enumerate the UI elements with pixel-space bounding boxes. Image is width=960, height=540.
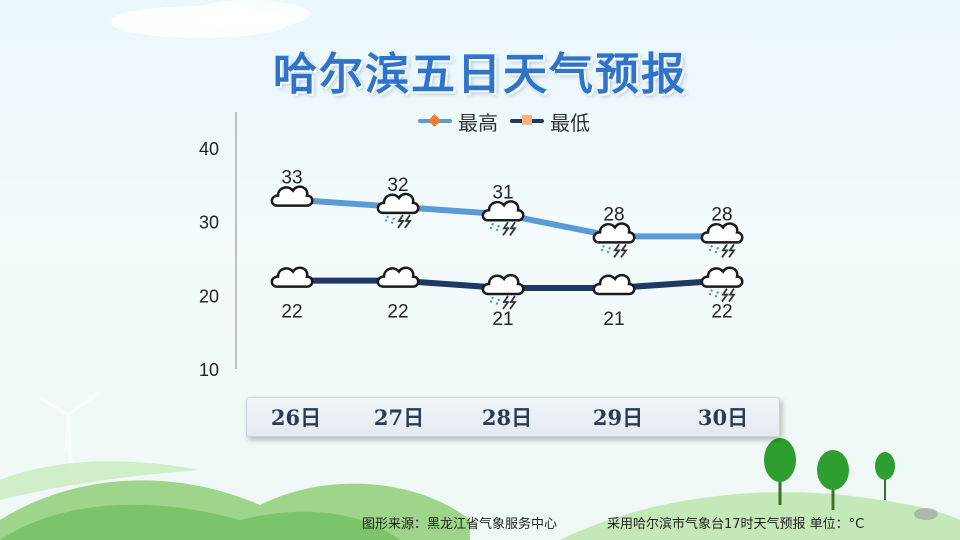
x-tick-label: 30日	[697, 405, 749, 430]
thunderstorm-icon	[481, 273, 525, 310]
y-tick-label: 40	[199, 139, 219, 159]
data-label-low: 22	[281, 302, 302, 323]
data-label-high: 33	[281, 168, 302, 189]
legend-marker-high	[428, 114, 441, 127]
thunderstorm-icon	[481, 200, 525, 236]
data-label-low: 21	[492, 309, 513, 330]
thunderstorm-icon	[376, 192, 420, 229]
page-title: 哈尔滨五日天气预报	[273, 49, 687, 100]
data-label-low: 22	[387, 302, 408, 323]
data-label-high: 31	[492, 182, 513, 203]
x-tick-label: 26日	[270, 405, 322, 430]
legend-item-low: 最低	[510, 107, 590, 136]
cloudy-icon	[270, 266, 314, 288]
y-tick-label: 30	[199, 213, 219, 233]
chart-legend: 最高 最低	[418, 107, 590, 136]
data-label-low: 22	[711, 302, 732, 323]
thunderstorm-icon	[700, 222, 744, 258]
data-label-high: 32	[387, 175, 408, 196]
cloudy-icon	[376, 266, 420, 288]
legend-line-high	[418, 114, 452, 127]
legend-label-low: 最低	[550, 110, 590, 135]
data-label-low: 21	[603, 309, 624, 330]
footer-source: 图形来源：黑龙江省气象服务中心	[362, 517, 558, 532]
thunderstorm-icon	[592, 222, 636, 258]
thunderstorm-icon	[700, 266, 744, 303]
data-label-high: 28	[711, 204, 732, 225]
legend-marker-low	[522, 115, 532, 125]
footer-note: 采用哈尔滨市气象台17时天气预报 单位：°C	[607, 517, 865, 532]
legend-label-high: 最高	[458, 110, 498, 135]
y-tick-label: 20	[199, 286, 219, 306]
legend-item-high: 最高	[418, 107, 498, 136]
legend-line-low	[510, 115, 544, 125]
cloudy-icon	[270, 185, 314, 207]
date-axis-bar: 26日 27日 28日 29日 30日	[246, 397, 780, 437]
x-tick-label: 27日	[373, 405, 425, 430]
temperature-chart: 10 20 30 40 33 32 31 28 28 22 22 21 21 22	[199, 112, 744, 380]
tree-icon	[764, 438, 938, 520]
x-tick-label: 29日	[592, 405, 644, 430]
x-tick-label: 28日	[481, 405, 533, 430]
data-label-high: 28	[603, 204, 624, 225]
cloudy-icon	[592, 273, 636, 296]
y-tick-label: 10	[199, 360, 219, 380]
